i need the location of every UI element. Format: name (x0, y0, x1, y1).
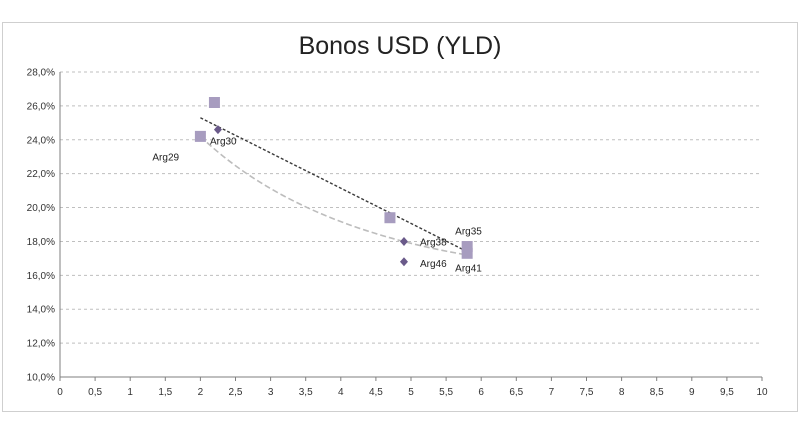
point-label: Arg38 (420, 237, 447, 248)
y-tick-label: 28,0% (27, 68, 55, 79)
point-label: Arg46 (420, 259, 447, 270)
point-label: Arg29 (152, 152, 179, 163)
chart-frame (2, 22, 798, 412)
x-tick-label: 1 (127, 387, 133, 398)
trendline-series-2 (200, 117, 468, 253)
square-marker (194, 130, 206, 142)
x-tick-label: 6,5 (509, 387, 523, 398)
x-tick-label: 4 (338, 387, 344, 398)
y-tick-label: 12,0% (27, 339, 55, 350)
y-tick-label: 18,0% (27, 237, 55, 248)
point-label: Arg41 (455, 263, 482, 274)
x-tick-label: 4,5 (369, 387, 383, 398)
x-tick-label: 3,5 (299, 387, 313, 398)
x-tick-label: 6 (478, 387, 484, 398)
x-tick-label: 5,5 (439, 387, 453, 398)
diamond-marker (399, 236, 408, 246)
x-tick-label: 8,5 (650, 387, 664, 398)
y-tick-label: 14,0% (27, 305, 55, 316)
diamond-marker (213, 125, 222, 135)
y-tick-label: 22,0% (27, 169, 55, 180)
x-tick-label: 5 (408, 387, 414, 398)
grid-lines (60, 71, 762, 344)
x-tick-label: 8 (619, 387, 625, 398)
x-tick-label: 2 (198, 387, 204, 398)
square-marker (384, 212, 396, 224)
x-tick-label: 0,5 (88, 387, 102, 398)
y-tick-label: 26,0% (27, 101, 55, 112)
x-tick-label: 2,5 (229, 387, 243, 398)
chart-title: Bonos USD (YLD) (298, 32, 502, 60)
x-tick-label: 1,5 (158, 387, 172, 398)
y-tick-label: 24,0% (27, 135, 55, 146)
y-tick-label: 20,0% (27, 203, 55, 214)
x-tick-label: 0 (57, 387, 63, 398)
square-marker (461, 247, 473, 259)
x-tick-label: 3 (268, 387, 274, 398)
diamond-marker (399, 257, 408, 267)
x-tick-label: 10 (756, 387, 768, 398)
data-points (194, 97, 473, 267)
point-labels: Arg29 Arg35 Arg41 Arg30 Arg38 Arg46 (152, 137, 482, 275)
x-tick-label: 7 (549, 387, 555, 398)
y-tick-label: 10,0% (27, 373, 55, 384)
trendlines (199, 117, 468, 256)
x-tick-label: 7,5 (580, 387, 594, 398)
x-tick-label: 9,5 (720, 387, 734, 398)
x-tick-label: 9 (689, 387, 695, 398)
trendline-series-1 (199, 135, 468, 256)
y-tick-label: 16,0% (27, 271, 55, 282)
point-label: Arg35 (455, 227, 482, 238)
square-marker (208, 97, 220, 108)
point-label: Arg30 (210, 137, 237, 148)
square-marker (461, 241, 473, 253)
axes: 10,0% 12,0% 14,0% 16,0% 18,0% 20,0% 22,0% 24,0%… (27, 68, 768, 399)
